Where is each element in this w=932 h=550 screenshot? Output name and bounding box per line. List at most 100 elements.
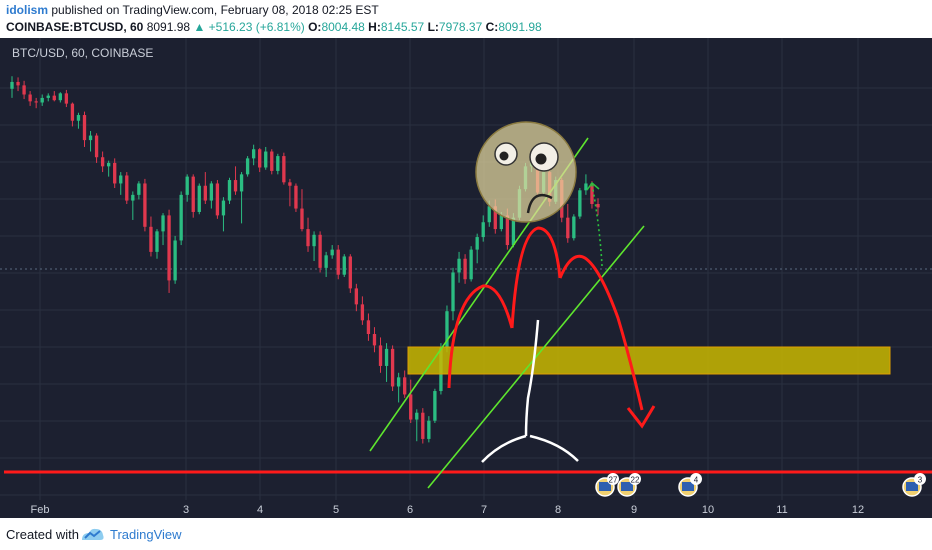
candle-body: [46, 95, 50, 98]
candle-body: [276, 156, 280, 171]
drop-arrowhead: [626, 405, 656, 429]
candle-body: [191, 176, 195, 212]
candle-body: [427, 420, 431, 439]
candle-body: [125, 175, 129, 201]
candle-body: [64, 93, 69, 104]
close-label: C:: [485, 20, 499, 34]
high-value: 8145.57: [380, 20, 425, 34]
candle-body: [70, 103, 75, 121]
candle-body: [137, 183, 141, 195]
candle-body: [378, 345, 383, 366]
candle-body: [167, 215, 171, 281]
chart-area[interactable]: BTC/USD, 60, COINBASE 27 22 4 3 Feb 3 4 5 6 7 8 9 1…: [0, 38, 932, 518]
author-link[interactable]: idolism: [6, 3, 49, 17]
candle-body: [288, 182, 292, 186]
candle-body: [324, 255, 328, 268]
candle-body: [572, 216, 576, 239]
candle-body: [354, 288, 359, 305]
candle-body: [251, 149, 256, 159]
candle-body: [28, 94, 32, 102]
candle-body: [451, 272, 455, 312]
close-value: 8091.98: [498, 20, 542, 34]
x-tick-label: 10: [702, 504, 714, 516]
candle-body: [179, 194, 183, 241]
up-triangle-icon: ▲: [193, 20, 206, 34]
candle-body: [463, 258, 467, 280]
candle-body: [445, 311, 449, 348]
candle-body: [403, 377, 407, 395]
candle-body: [336, 249, 340, 275]
candle-body: [584, 183, 588, 191]
candle-body: [294, 185, 298, 209]
candle-body: [481, 222, 485, 238]
candle-body: [161, 215, 165, 232]
candle-body: [330, 249, 334, 256]
right-shoulder-drop-curve: [558, 254, 644, 411]
open-value: 8004.48: [321, 20, 365, 34]
last-price: 8091.98: [146, 20, 191, 34]
candle-body: [300, 208, 304, 230]
dotted-arrowhead: [586, 181, 600, 191]
candle-body: [487, 206, 491, 223]
x-axis: Feb 3 4 5 6 7 8 9 10 11 12: [0, 500, 932, 518]
candle-body: [10, 81, 14, 89]
footer: Created with TradingView: [0, 518, 932, 550]
face-left-pupil: [499, 151, 509, 161]
candle-body: [245, 158, 250, 175]
high-label: H:: [368, 20, 381, 34]
candle-body: [306, 229, 310, 247]
candle-body: [113, 162, 117, 184]
candle-body: [221, 200, 226, 216]
candle-body: [258, 149, 262, 168]
candle-body: [100, 157, 105, 167]
candle-body: [384, 348, 389, 366]
candle-body: [119, 175, 123, 184]
symbol-label: COINBASE:BTCUSD, 60: [6, 20, 144, 34]
candle-body: [318, 234, 322, 268]
candle-body: [457, 258, 461, 273]
candle-body: [566, 217, 570, 239]
chart-title: BTC/USD, 60, COINBASE: [12, 46, 153, 60]
candle-body: [203, 185, 207, 201]
candle-body: [475, 237, 479, 250]
candle-body: [348, 256, 352, 289]
candle-body: [578, 190, 582, 217]
tradingview-cloud-icon: [82, 528, 104, 540]
candle-body: [270, 151, 274, 171]
left-shoulder-arc: [447, 284, 514, 389]
candle-body: [360, 304, 365, 321]
badge-count-bubble: [690, 473, 702, 485]
candle-body: [58, 93, 62, 101]
candle-body: [499, 215, 504, 230]
flag-icon: [599, 482, 611, 491]
candle-body: [372, 334, 377, 346]
candle-body: [209, 183, 214, 201]
published-text: published on TradingView.com, February 0…: [51, 3, 379, 17]
candle-body: [511, 217, 516, 246]
x-tick-label: 4: [257, 504, 263, 516]
channel-lower-line: [427, 225, 645, 489]
candle-body: [282, 156, 286, 183]
candle-body: [131, 194, 135, 201]
candle-body: [366, 320, 371, 335]
candle-body: [185, 176, 189, 195]
x-tick-label: 7: [481, 504, 487, 516]
candle-body: [421, 412, 425, 439]
candle-body: [227, 180, 232, 201]
stick-body: [524, 319, 540, 437]
x-tick-label: 8: [555, 504, 561, 516]
price-chart[interactable]: BTC/USD, 60, COINBASE 27 22 4 3 Feb 3 4 5 6 7 8 9 1…: [0, 38, 932, 518]
candle-body: [493, 206, 497, 230]
publish-line: idolism published on TradingView.com, Fe…: [6, 3, 379, 17]
candle-body: [396, 377, 401, 387]
candle-body: [155, 231, 159, 252]
low-value: 7978.37: [438, 20, 483, 34]
x-tick-label: 5: [333, 504, 339, 516]
candle-body: [34, 101, 38, 103]
candle-body: [342, 256, 346, 275]
candle-body: [40, 97, 44, 103]
flag-icon: [621, 482, 633, 491]
candle-body: [590, 183, 594, 204]
badge-count-bubble: [607, 473, 619, 485]
tradingview-link[interactable]: TradingView: [110, 527, 182, 542]
